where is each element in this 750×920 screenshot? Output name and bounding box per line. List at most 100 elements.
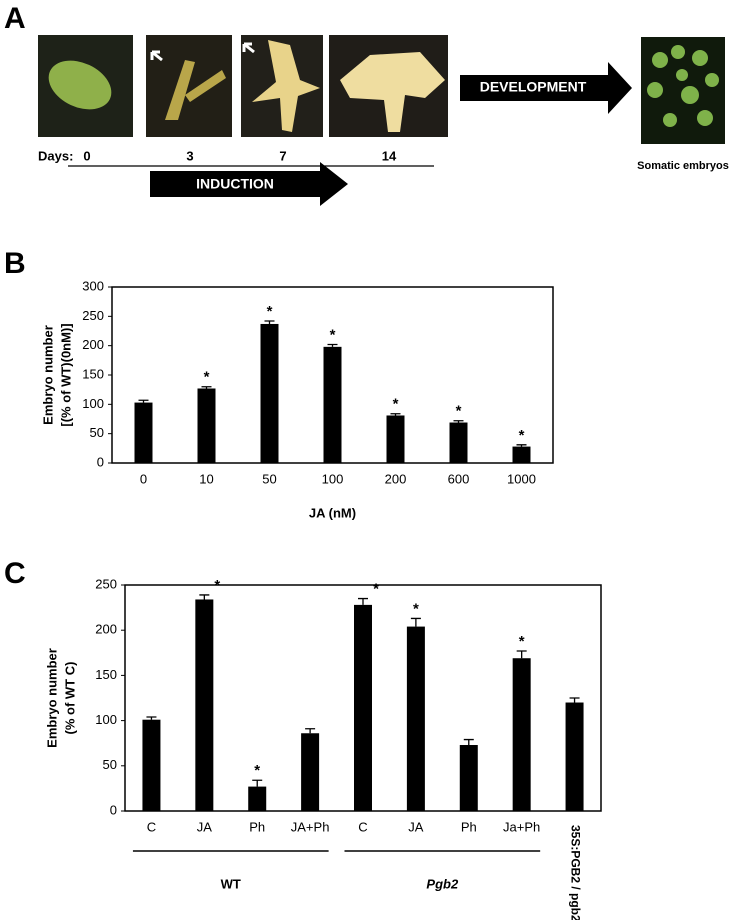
x-tick-label: Ph	[461, 819, 477, 834]
y-tick-label: 200	[82, 337, 104, 352]
x-tick-label: JA	[197, 819, 213, 834]
arrow-mark	[150, 50, 163, 62]
induction-arrow	[150, 162, 348, 206]
day: 7	[279, 148, 286, 163]
development-label: DEVELOPMENT	[480, 79, 587, 95]
panel-label: C	[4, 557, 26, 590]
seed	[165, 60, 226, 120]
development-arrow	[460, 62, 632, 114]
x-tick-label: 1000	[507, 471, 536, 486]
x-tick-label: 100	[322, 471, 344, 486]
y-axis-label: Embryo number	[40, 325, 55, 425]
bar	[386, 415, 405, 463]
y-tick-label: 250	[82, 308, 104, 323]
day: 0	[83, 148, 90, 163]
days-label: Days:	[38, 148, 73, 163]
bar	[512, 446, 531, 463]
y-tick-label: 100	[95, 712, 117, 727]
panel-label: B	[4, 247, 26, 280]
error-bar	[516, 444, 527, 447]
y-tick-label: 100	[82, 396, 104, 411]
bar	[142, 719, 161, 811]
error-bar	[569, 697, 580, 703]
x-tick-label: 10	[199, 471, 213, 486]
error-bar	[146, 716, 157, 720]
group-label: WT	[221, 876, 241, 891]
bar	[134, 402, 153, 463]
seed	[48, 60, 112, 110]
bar	[323, 346, 342, 463]
significance: *	[214, 577, 220, 594]
x-tick-label: JA+Ph	[291, 819, 330, 834]
y-tick-label: 0	[110, 802, 117, 817]
x-axis-label: JA (nM)	[309, 505, 356, 520]
significance: *	[204, 369, 210, 386]
x-tick-label: Ja+Ph	[503, 819, 540, 834]
y-tick-label: 200	[95, 622, 117, 637]
induction-label: INDUCTION	[196, 176, 274, 192]
x-tick-label: JA	[408, 819, 424, 834]
seed	[340, 52, 445, 132]
y-axis-label: Embryo number	[44, 648, 59, 748]
y-axis-label: (% of WT C)	[62, 662, 77, 735]
photo	[146, 35, 232, 137]
significance: *	[519, 633, 525, 650]
bar	[354, 604, 372, 811]
error-bar	[201, 386, 212, 389]
day: 3	[186, 148, 193, 163]
error-bar	[138, 399, 149, 403]
y-axis-label: [(% of WT)(0nM)]	[58, 323, 73, 426]
x-tick-label: 35S:PGB2 / pgb2	[568, 825, 582, 920]
significance: *	[254, 762, 260, 779]
bar	[301, 733, 320, 811]
error-bar	[410, 617, 421, 627]
x-tick-label: 50	[262, 471, 276, 486]
bar	[565, 702, 584, 811]
y-tick-label: 50	[90, 425, 104, 440]
x-tick-label: 600	[448, 471, 470, 486]
y-tick-label: 50	[103, 757, 117, 772]
error-bar	[453, 420, 464, 423]
bar	[449, 422, 468, 463]
significance: *	[393, 396, 399, 413]
caption: Somatic embryos	[637, 160, 729, 172]
significance: *	[456, 403, 462, 420]
y-tick-label: 150	[82, 366, 104, 381]
y-tick-label: 0	[97, 454, 104, 469]
x-tick-label: Ph	[249, 819, 265, 834]
panel-label: A	[4, 2, 26, 35]
x-tick-label: 0	[140, 471, 147, 486]
bar	[197, 388, 216, 463]
y-tick-label: 250	[95, 576, 117, 591]
significance: *	[330, 326, 336, 343]
error-bar	[305, 728, 316, 734]
error-bar	[516, 650, 527, 659]
bar	[512, 658, 531, 811]
bar	[406, 626, 425, 811]
bar	[459, 745, 478, 811]
bar	[195, 599, 214, 811]
error-bar	[390, 413, 401, 416]
error-bar	[199, 594, 210, 600]
error-bar	[327, 343, 338, 347]
group-label: Pgb2	[426, 876, 459, 891]
y-tick-label: 150	[95, 667, 117, 682]
bar	[248, 786, 267, 811]
seed	[252, 40, 320, 132]
x-tick-label: C	[358, 819, 367, 834]
embryos	[647, 45, 719, 127]
error-bar	[252, 779, 263, 787]
error-bar	[463, 738, 474, 746]
bar	[260, 323, 279, 463]
error-bar	[358, 597, 368, 605]
x-tick-label: C	[147, 819, 156, 834]
error-bar	[264, 320, 275, 324]
x-tick-label: 200	[385, 471, 407, 486]
significance: *	[373, 581, 379, 598]
significance: *	[519, 427, 525, 444]
significance: *	[267, 303, 273, 320]
significance: *	[413, 600, 419, 617]
arrow-mark	[242, 42, 255, 54]
photos	[38, 35, 725, 144]
